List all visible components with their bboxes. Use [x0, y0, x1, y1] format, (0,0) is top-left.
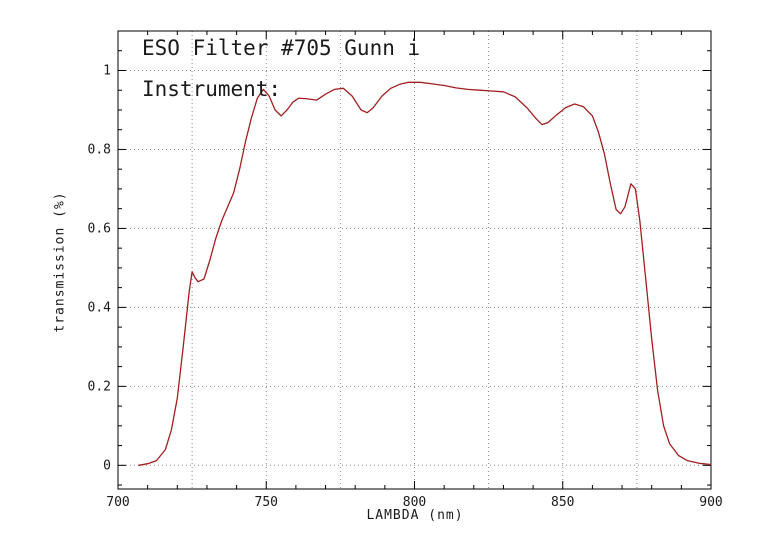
x-tick-label: 900 [699, 495, 722, 510]
x-tick-label: 800 [403, 495, 426, 510]
y-tick-label: 1 [103, 63, 111, 78]
x-tick-label: 700 [106, 495, 129, 510]
y-tick-label: 0 [103, 458, 111, 473]
chart-title: ESO Filter #705 Gunn i [142, 36, 421, 60]
chart-subtitle: Instrument: [142, 77, 282, 101]
y-tick-label: 0.2 [88, 379, 111, 394]
transmission-curve [138, 81, 712, 466]
x-tick-label: 750 [255, 495, 278, 510]
y-tick-label: 0.6 [88, 221, 111, 236]
y-tick-label: 0.4 [88, 300, 112, 315]
y-axis-label: transmission (%) [52, 191, 68, 333]
y-tick-label: 0.8 [88, 142, 111, 157]
x-tick-label: 850 [551, 495, 574, 510]
x-axis-label: LAMBDA (nm) [366, 508, 464, 523]
